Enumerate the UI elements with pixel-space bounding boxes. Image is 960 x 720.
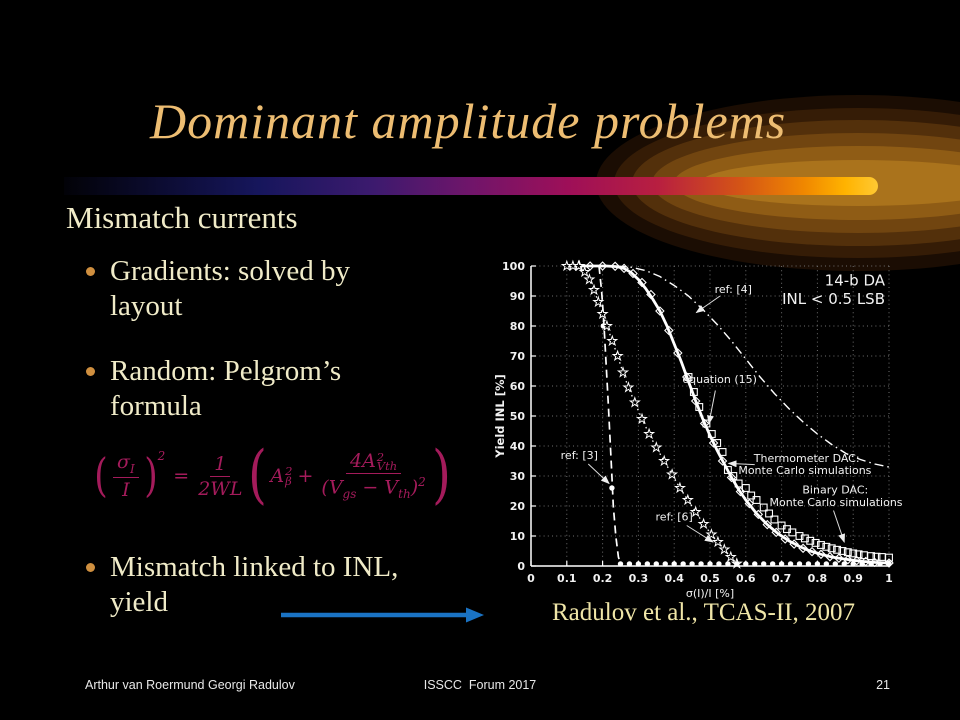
bullet-icon xyxy=(86,367,95,376)
svg-text:100: 100 xyxy=(502,260,525,273)
svg-text:Yield INL [%]: Yield INL [%] xyxy=(495,374,507,459)
svg-text:Binary DAC:: Binary DAC: xyxy=(802,484,868,497)
svg-text:0.8: 0.8 xyxy=(808,572,828,585)
formula-symbol: + xyxy=(297,465,314,487)
formula-symbol: 2WL xyxy=(198,477,243,500)
svg-text:40: 40 xyxy=(510,440,526,453)
svg-text:10: 10 xyxy=(510,530,526,543)
formula-symbol: 2 xyxy=(376,449,385,464)
formula-symbol: I xyxy=(129,461,135,476)
svg-text:Monte Carlo simulations: Monte Carlo simulations xyxy=(769,496,902,509)
formula-symbol: th xyxy=(398,487,411,502)
svg-text:14-b DA: 14-b DA xyxy=(825,272,886,290)
bullet-item: Mismatch linked to INL, yield xyxy=(86,550,446,621)
formula-symbol: σ xyxy=(116,451,130,474)
svg-text:σ(I)/I [%]: σ(I)/I [%] xyxy=(686,587,734,600)
svg-text:equation (15): equation (15) xyxy=(682,373,757,386)
svg-text:ref: [6]: ref: [6] xyxy=(656,511,693,524)
title-divider-bar xyxy=(64,177,878,195)
svg-text:0.7: 0.7 xyxy=(772,572,792,585)
formula-symbol: Vth xyxy=(376,459,398,474)
formula-paren: ( xyxy=(94,448,108,503)
svg-text:60: 60 xyxy=(510,380,526,393)
svg-text:INL < 0.5 LSB: INL < 0.5 LSB xyxy=(782,290,885,308)
bullet-text: Random: Pelgrom’s formula xyxy=(110,355,342,423)
formula-symbol: 2 xyxy=(285,464,293,479)
svg-text:Monte Carlo simulations: Monte Carlo simulations xyxy=(738,464,871,477)
formula-symbol: I xyxy=(122,478,130,501)
svg-text:0: 0 xyxy=(517,560,525,573)
svg-text:0.3: 0.3 xyxy=(629,572,649,585)
svg-text:70: 70 xyxy=(510,350,526,363)
svg-text:0.9: 0.9 xyxy=(843,572,863,585)
svg-text:0.5: 0.5 xyxy=(700,572,720,585)
formula-symbol: − xyxy=(356,476,385,499)
formula-paren: ) xyxy=(143,448,158,503)
formula-symbol: = xyxy=(173,465,190,487)
yield-inl-chart: 0 0.1 0.2 0.3 0.4 0.5 0.6 0.7 0.8 0.9 101020304050… xyxy=(495,259,903,600)
formula-symbol: 2 xyxy=(418,475,426,490)
bullet-text: Gradients: solved by layout xyxy=(110,255,351,323)
svg-text:0: 0 xyxy=(527,572,535,585)
svg-text:90: 90 xyxy=(510,290,526,303)
formula-paren: ( xyxy=(248,438,268,513)
formula-fraction: σI I xyxy=(112,451,139,501)
formula-symbol: 2 xyxy=(157,449,166,463)
svg-text:50: 50 xyxy=(510,410,526,423)
formula-symbol: 4A xyxy=(349,450,376,473)
formula-fraction: 4A 2 Vth (Vgs − Vth)2 xyxy=(321,450,425,501)
bullet-item: Random: Pelgrom’s formula xyxy=(86,354,446,425)
formula-symbol: V xyxy=(384,476,399,499)
formula-symbol: β xyxy=(285,474,292,488)
footer: Arthur van Roermund Georgi Radulov ISSCC… xyxy=(0,678,960,698)
formula-symbol: gs xyxy=(342,487,357,502)
formula-symbol: 1 xyxy=(210,453,231,477)
svg-text:1: 1 xyxy=(885,572,893,585)
formula-symbol: ( xyxy=(321,476,329,499)
svg-text:80: 80 xyxy=(510,320,526,333)
formula-fraction: 1 2WL xyxy=(198,453,242,500)
formula-paren: ) xyxy=(431,438,451,513)
pointer-arrow-icon xyxy=(281,607,484,623)
footer-event: ISSCC Forum 2017 xyxy=(423,678,537,692)
formula-symbol: V xyxy=(328,476,343,499)
bullet-text: Mismatch linked to INL, yield xyxy=(110,551,399,619)
svg-text:0.6: 0.6 xyxy=(736,572,756,585)
footer-page-number: 21 xyxy=(876,678,890,692)
svg-text:0.2: 0.2 xyxy=(593,572,613,585)
bullet-icon xyxy=(86,267,95,276)
bullet-icon xyxy=(86,563,95,572)
bullet-item: Gradients: solved by layout xyxy=(86,254,446,325)
svg-text:0.4: 0.4 xyxy=(664,572,684,585)
slide-title: Dominant amplitude problems xyxy=(150,93,787,149)
svg-text:0.1: 0.1 xyxy=(557,572,577,585)
formula-symbol: A xyxy=(270,465,285,487)
svg-text:20: 20 xyxy=(510,500,526,513)
formula-symbol: ) xyxy=(410,476,419,499)
svg-text:ref: [4]: ref: [4] xyxy=(715,283,752,296)
section-heading: Mismatch currents xyxy=(66,200,298,235)
svg-text:Thermometer DAC:: Thermometer DAC: xyxy=(753,452,860,465)
svg-text:30: 30 xyxy=(510,470,526,483)
chart-citation: Radulov et al., TCAS-II, 2007 xyxy=(552,599,855,626)
footer-authors: Arthur van Roermund Georgi Radulov xyxy=(85,678,295,692)
svg-text:ref: [3]: ref: [3] xyxy=(561,449,598,462)
